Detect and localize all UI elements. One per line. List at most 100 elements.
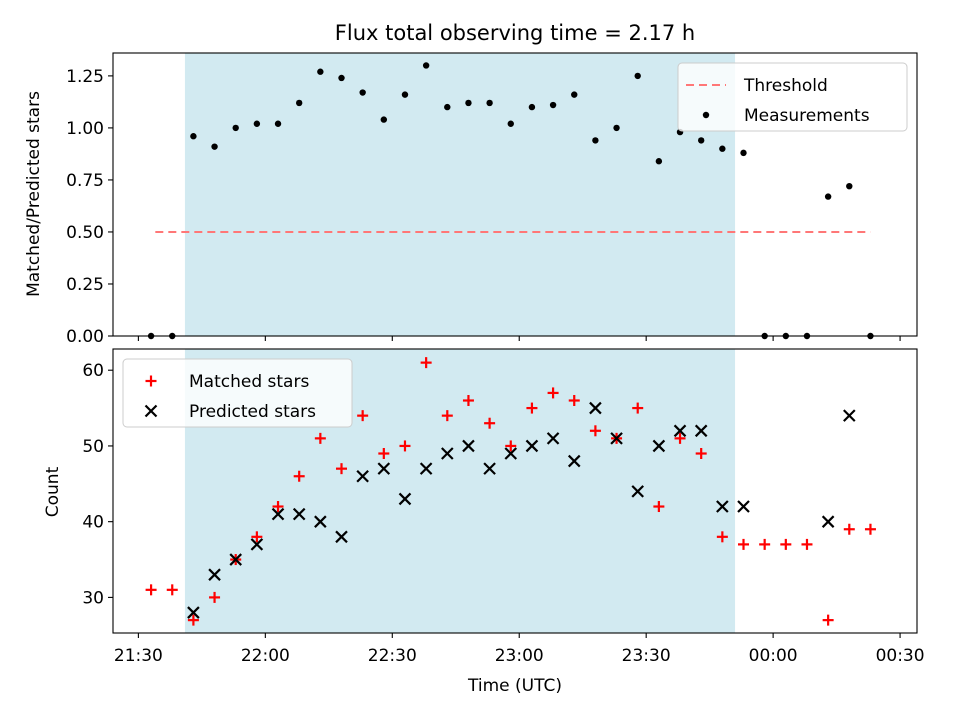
chart-title: Flux total observing time = 2.17 h (335, 21, 695, 45)
measurement-point (295, 99, 303, 107)
y-tick-label: 0.25 (66, 275, 104, 295)
legend-box (677, 62, 908, 132)
matched-stars-point (293, 470, 305, 482)
predicted-stars-point (208, 568, 221, 581)
measurement-point (380, 116, 388, 123)
matched-stars-point (568, 394, 580, 406)
measurement-point (422, 62, 430, 69)
predicted-stars-point (441, 447, 454, 460)
y-tick-label: 1.00 (66, 119, 104, 139)
matched-stars-point (589, 425, 601, 437)
predicted-stars-point (716, 500, 729, 513)
legend-predicted-swatch (144, 404, 158, 418)
predicted-stars-point (462, 439, 475, 453)
y-axis-label-ratio: Matched/Predicted stars (24, 91, 44, 297)
matched-stars-point (716, 531, 728, 543)
matched-stars-point (526, 402, 538, 414)
measurement-point (190, 133, 197, 140)
predicted-stars-point (652, 439, 666, 453)
predicted-stars-point (843, 409, 856, 422)
matched-stars-point (441, 410, 453, 422)
predicted-stars-point (187, 606, 200, 619)
matched-stars-point (378, 448, 390, 460)
measurement-point (549, 101, 557, 109)
observing-span (184, 53, 736, 336)
matched-stars-point (314, 432, 326, 444)
y-tick-label: 0.75 (66, 171, 104, 191)
predicted-stars-point (504, 447, 518, 460)
predicted-stars-point (737, 500, 750, 513)
y-tick-label: 60 (82, 361, 104, 381)
measurement-point (719, 145, 726, 152)
legend-label: Predicted stars (189, 402, 316, 422)
legend-matched-swatch (145, 375, 157, 387)
measurement-point (401, 91, 409, 98)
x-tick-label: 00:30 (876, 646, 925, 666)
matched-stars-point (399, 440, 411, 452)
matched-stars-point (822, 614, 834, 626)
measurement-point (697, 137, 705, 144)
predicted-stars-point (525, 439, 539, 453)
x-tick-label: 22:00 (241, 646, 290, 666)
legend-label: Matched stars (189, 372, 309, 392)
predicted-stars-point (250, 538, 264, 551)
measurement-point (592, 137, 599, 144)
y-tick-label: 0.50 (66, 223, 104, 243)
y-tick-label: 40 (82, 513, 104, 533)
x-tick-label: 22:30 (368, 646, 417, 666)
matched-stars-point (209, 591, 221, 603)
predicted-stars-point (419, 462, 433, 475)
matched-stars-point (632, 402, 644, 414)
matched-stars-point (272, 501, 284, 513)
predicted-stars-point (631, 485, 644, 498)
legend-label: Measurements (744, 106, 870, 126)
measurement-point (740, 149, 747, 157)
measurement-point (211, 143, 218, 150)
measurement-point (571, 91, 578, 98)
matched-stars-point (187, 614, 199, 626)
matched-stars-point (801, 538, 813, 550)
predicted-stars-point (483, 462, 496, 475)
measurement-point (613, 124, 620, 132)
predicted-stars-point (335, 530, 348, 544)
predicted-stars-point (377, 462, 391, 475)
matched-stars-point (166, 584, 178, 596)
predicted-stars-point (694, 424, 708, 438)
matched-stars-point (843, 523, 855, 535)
predicted-stars-point (271, 507, 285, 521)
predicted-stars-point (229, 553, 242, 566)
matched-stars-point (145, 584, 157, 596)
measurement-point (528, 103, 536, 111)
matched-stars-point (357, 410, 369, 422)
bottom-panel: 30 40 50 60 21:30 22:00 22:30 23:00 23:30 00:00 00… (82, 348, 925, 666)
measurement-point (486, 99, 493, 107)
predicted-stars-point (314, 515, 327, 528)
predicted-stars-point (546, 432, 560, 445)
matched-stars-point (653, 501, 665, 513)
measurement-point (253, 120, 261, 127)
predicted-stars-point (610, 432, 623, 445)
measurement-point (444, 103, 451, 111)
y-tick-label: 1.25 (66, 67, 104, 87)
measurement-point (507, 120, 514, 127)
plot-frame (112, 348, 918, 634)
matched-stars-point (336, 463, 348, 475)
legend-label: Threshold (743, 76, 828, 96)
measurement-point (824, 193, 832, 200)
measurement-point (846, 182, 853, 190)
predicted-stars-point (821, 515, 835, 528)
plot-frame (112, 52, 918, 337)
matched-stars-point (674, 432, 686, 444)
matched-stars-point (780, 538, 792, 550)
matched-stars-point (462, 394, 474, 406)
measurement-point (274, 120, 282, 127)
y-tick-label: 50 (82, 437, 104, 457)
matched-stars-point (251, 531, 263, 543)
legend-measurements-swatch (702, 111, 710, 119)
x-axis-label: Time (UTC) (467, 676, 562, 696)
predicted-stars-point (567, 454, 581, 468)
matched-stars-point (738, 538, 750, 550)
matched-stars-point (759, 538, 771, 550)
top-panel: 0.00 0.25 0.50 0.75 1.00 1.25 Threshold Measure… (66, 52, 918, 347)
